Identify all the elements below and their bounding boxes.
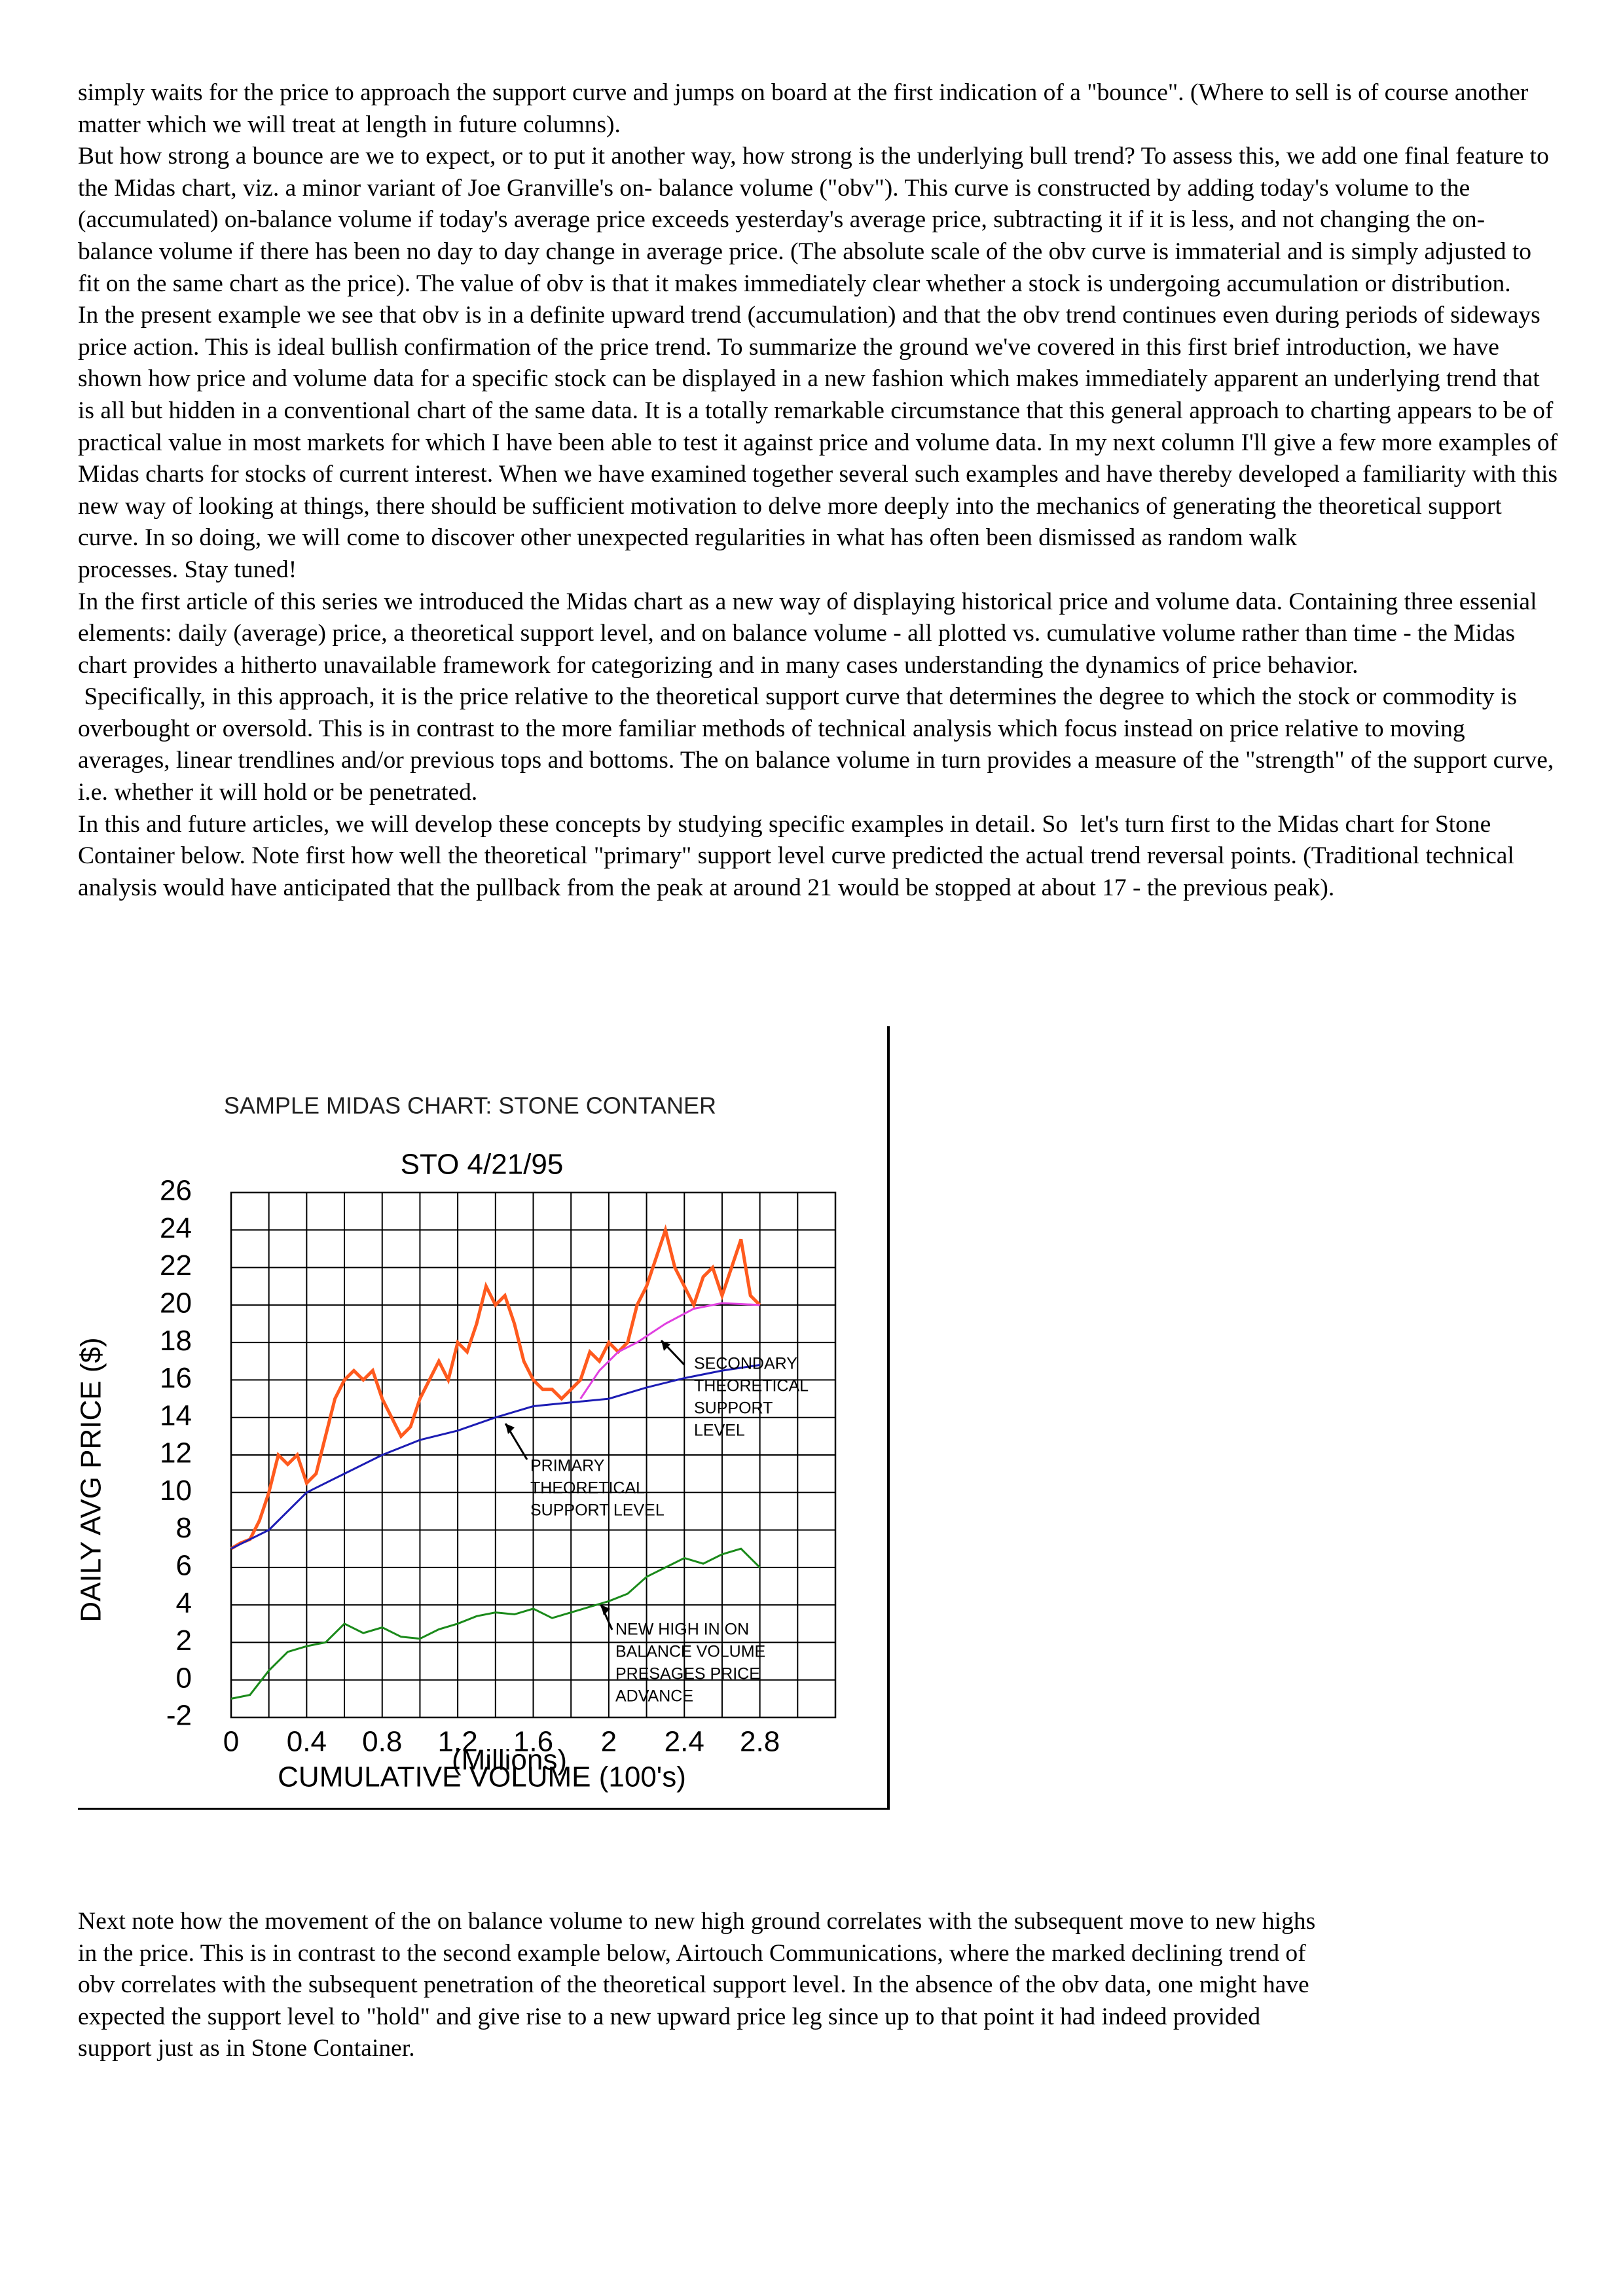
- x-tick-label: 2: [601, 1726, 617, 1758]
- y-tick-label: 24: [160, 1212, 192, 1244]
- paragraph: simply waits for the price to approach t…: [78, 79, 1535, 138]
- y-tick-label: 18: [160, 1325, 192, 1357]
- paragraph: Specifically, in this approach, it is th…: [78, 683, 1560, 806]
- x-tick-label: 0.8: [362, 1726, 402, 1758]
- y-tick-label: 4: [176, 1587, 192, 1619]
- data-line: [230, 1224, 761, 1551]
- annotation: THEORETICAL: [530, 1479, 645, 1498]
- data-line: [230, 1547, 761, 1700]
- y-tick-label: -2: [166, 1700, 192, 1732]
- y-tick-label: 8: [176, 1512, 192, 1544]
- x-tick-label: 0: [223, 1726, 239, 1758]
- x-tick-label: 1.6: [513, 1726, 553, 1758]
- paragraph: In this and future articles, we will dev…: [78, 810, 1521, 901]
- y-tick-label: 14: [160, 1399, 192, 1431]
- annotation: LEVEL: [694, 1422, 745, 1440]
- data-line: [579, 1302, 760, 1399]
- y-tick-label: 10: [160, 1475, 192, 1507]
- arrow-head: [601, 1605, 610, 1615]
- y-tick-label: 12: [160, 1437, 192, 1469]
- annotation: ADVANCE: [615, 1687, 693, 1706]
- annotation: PRIMARY: [530, 1457, 605, 1475]
- chart: SAMPLE MIDAS CHART: STONE CONTANER STO 4/…: [75, 1092, 837, 1793]
- x-tick-label: 2.8: [740, 1726, 780, 1758]
- annotation: SUPPORT: [694, 1399, 773, 1418]
- chart-subtitle: STO 4/21/95: [401, 1149, 564, 1181]
- y-tick-label: 6: [176, 1549, 192, 1581]
- chart-title: SAMPLE MIDAS CHART: STONE CONTANER: [224, 1092, 716, 1119]
- x-axis-label: CUMULATIVE VOLUME (100's): [278, 1761, 686, 1793]
- y-tick-label: 22: [160, 1249, 192, 1282]
- y-tick-label: 2: [176, 1624, 192, 1657]
- paragraph: In the first article of this series we i…: [78, 588, 1543, 679]
- article-text: simply waits for the price to approach t…: [78, 77, 1559, 904]
- figure: [78, 1026, 890, 1810]
- data-line: [230, 1364, 760, 1550]
- x-tick-label: 2.4: [665, 1726, 704, 1758]
- plot-frame: [230, 1191, 837, 1719]
- x-axis-unit: (Millions): [452, 1744, 567, 1776]
- y-tick-label: 26: [160, 1175, 192, 1207]
- paragraph: In the present example we see that obv i…: [78, 302, 1564, 552]
- y-tick-label: 16: [160, 1362, 192, 1394]
- x-tick-label: 0.4: [287, 1726, 327, 1758]
- annotation: SUPPORT LEVEL: [530, 1501, 665, 1520]
- paragraph: But how strong a bounce are we to expect…: [78, 143, 1556, 297]
- y-tick-label: 20: [160, 1287, 192, 1319]
- arrow-head: [661, 1340, 670, 1351]
- annotation: THEORETICAL: [694, 1377, 809, 1395]
- y-tick-label: 0: [176, 1662, 192, 1694]
- paragraph: Next note how the movement of the on bal…: [78, 1908, 1316, 2062]
- y-axis-label: DAILY AVG PRICE ($): [75, 1337, 107, 1622]
- annotation: NEW HIGH IN ON: [615, 1621, 749, 1639]
- annotation: BALANCE VOLUME: [615, 1643, 765, 1661]
- arrow-head: [505, 1424, 515, 1434]
- paragraph: processes. Stay tuned!: [78, 556, 297, 583]
- annotation: SECONDARY: [694, 1355, 797, 1373]
- x-tick-label: 1.2: [438, 1726, 478, 1758]
- annotation: PRESAGES PRICE: [615, 1665, 760, 1683]
